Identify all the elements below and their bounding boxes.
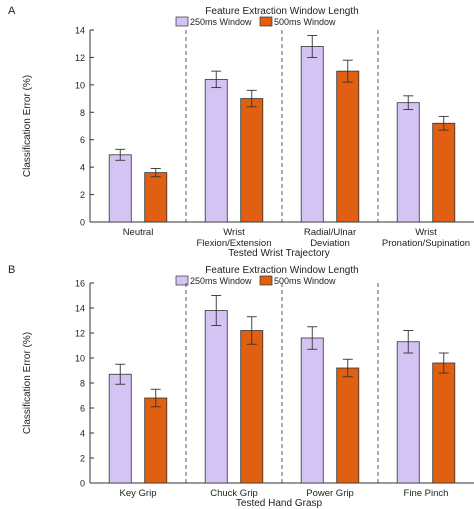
legend-title: Feature Extraction Window Length (205, 265, 358, 276)
bar (108, 373, 132, 484)
legend-title: Feature Extraction Window Length (205, 6, 358, 17)
y-tick-label: 10 (75, 80, 85, 90)
legend-label: 500ms Window (274, 276, 336, 286)
bar (204, 310, 228, 484)
bar (396, 341, 420, 484)
legend-label: 250ms Window (190, 17, 252, 27)
y-tick-label: 6 (80, 135, 85, 145)
x-axis-label: Tested Hand Grasp (236, 498, 323, 509)
legend-label: 500ms Window (274, 17, 336, 27)
y-tick-label: 6 (80, 404, 85, 414)
x-tick-label: Power Grip (306, 488, 354, 499)
bar (300, 46, 324, 223)
y-tick-label: 0 (80, 479, 85, 489)
x-tick-label: Key Grip (120, 488, 157, 499)
bar (240, 98, 264, 223)
y-tick-label: 4 (80, 429, 85, 439)
x-tick-label: Wrist (415, 227, 437, 238)
y-tick-label: 0 (80, 218, 85, 228)
y-tick-label: 8 (80, 108, 85, 118)
y-tick-label: 14 (75, 304, 85, 314)
y-tick-label: 10 (75, 354, 85, 364)
x-tick-label: Radial/Ulnar (304, 227, 356, 238)
x-tick-label: Deviation (310, 238, 350, 249)
panel-label: B (8, 264, 15, 276)
bar (144, 172, 168, 223)
bar (108, 154, 132, 223)
x-tick-label: Flexion/Extension (197, 238, 272, 249)
panel-label: A (8, 5, 16, 17)
bar (300, 337, 324, 484)
y-tick-label: 4 (80, 163, 85, 173)
bar (336, 367, 360, 484)
bar (432, 122, 456, 223)
bar (396, 102, 420, 223)
bar (336, 70, 360, 223)
y-axis-label: Classification Error (%) (22, 75, 33, 177)
legend-swatch (175, 16, 189, 27)
bar (240, 330, 264, 484)
y-tick-label: 2 (80, 454, 85, 464)
y-tick-label: 8 (80, 379, 85, 389)
legend-swatch (259, 275, 273, 286)
x-tick-label: Wrist (223, 227, 245, 238)
y-tick-label: 14 (75, 26, 85, 36)
y-tick-label: 16 (75, 279, 85, 289)
y-tick-label: 2 (80, 190, 85, 200)
legend-swatch (175, 275, 189, 286)
y-tick-label: 12 (75, 53, 85, 63)
x-tick-label: Chuck Grip (210, 488, 258, 499)
x-tick-label: Neutral (123, 227, 154, 238)
y-axis-label: Classification Error (%) (22, 332, 33, 434)
bar (204, 78, 228, 223)
bar (144, 397, 168, 484)
bar (432, 362, 456, 484)
x-tick-label: Pronation/Supination (382, 238, 470, 249)
legend-swatch (259, 16, 273, 27)
legend-label: 250ms Window (190, 276, 252, 286)
x-axis-label: Tested Wrist Trajectory (228, 248, 330, 259)
y-tick-label: 12 (75, 329, 85, 339)
x-tick-label: Fine Pinch (404, 488, 449, 499)
